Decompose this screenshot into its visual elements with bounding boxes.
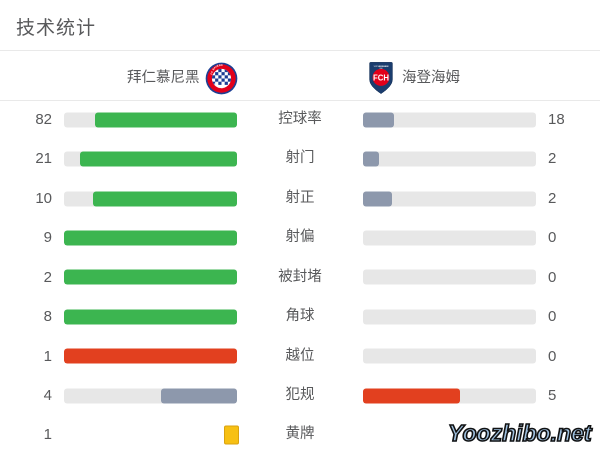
svg-text:FCH: FCH [373, 74, 389, 83]
